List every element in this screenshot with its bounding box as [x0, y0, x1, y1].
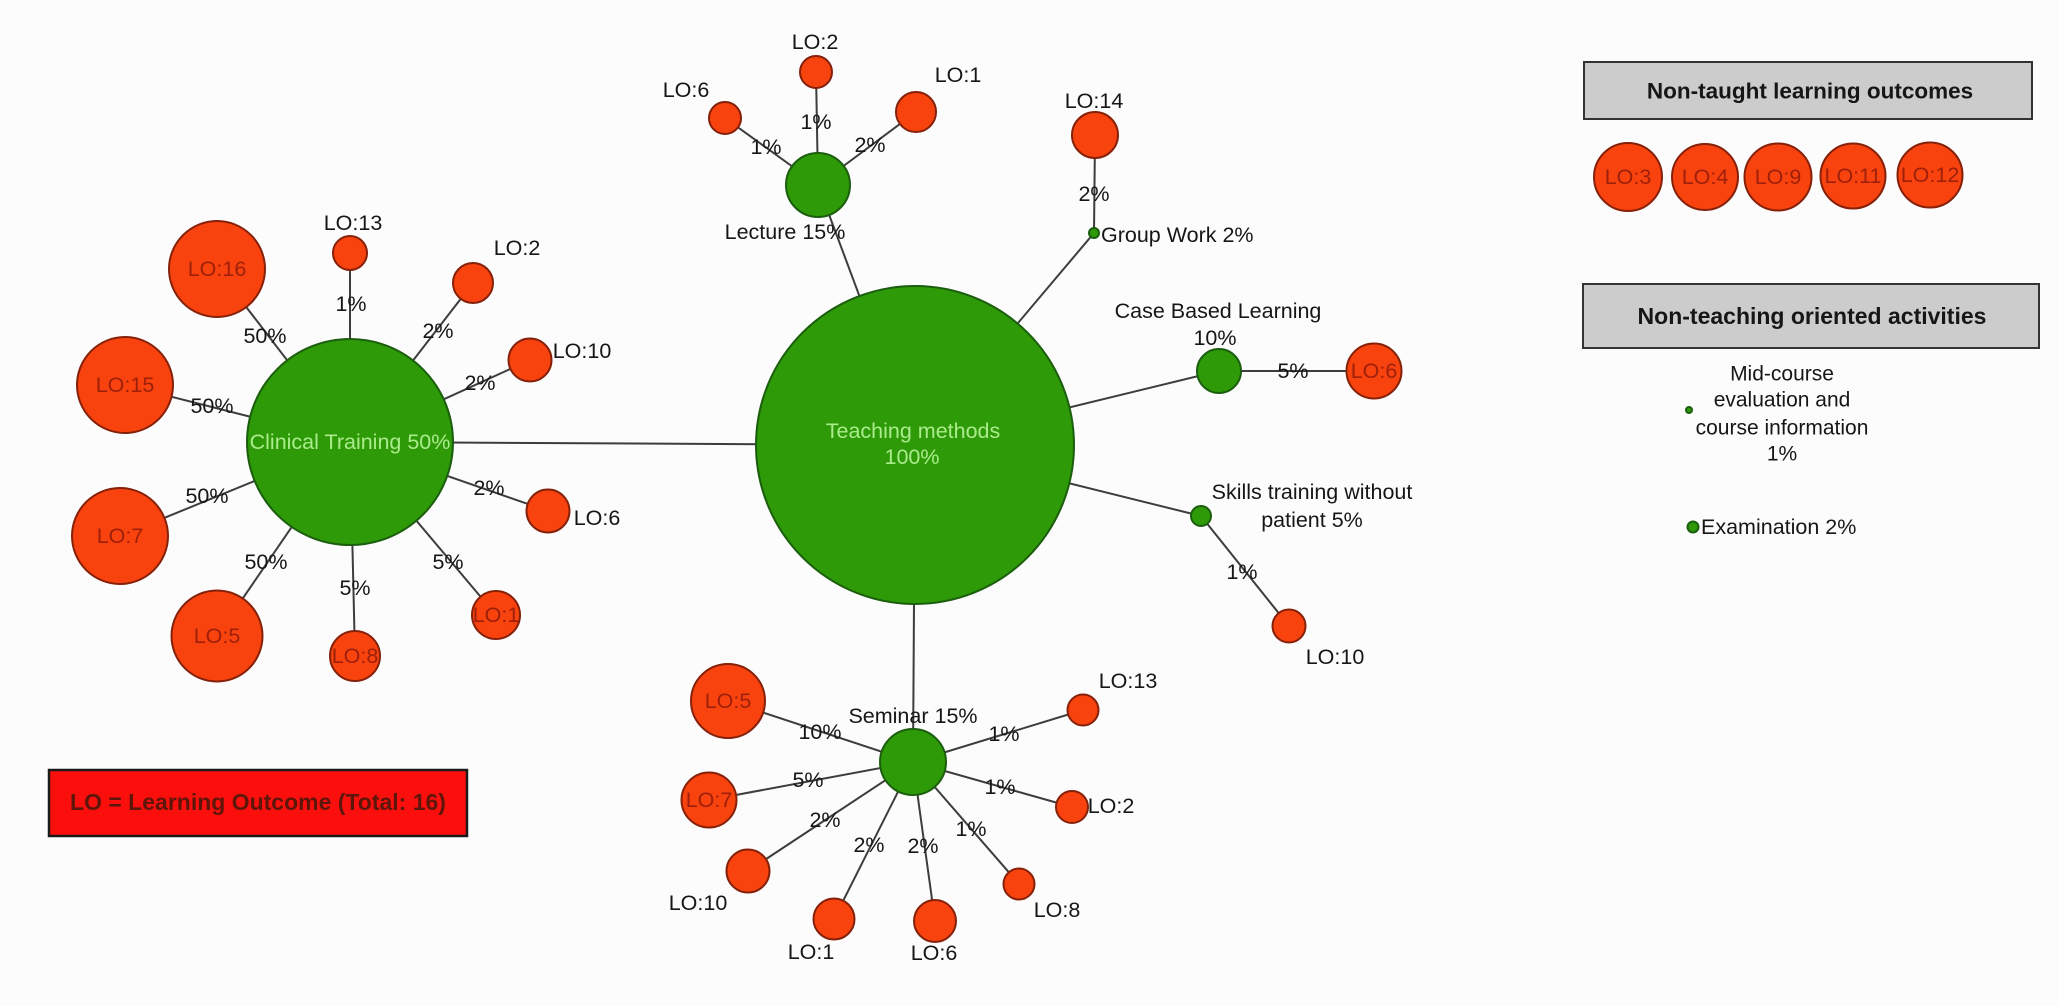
- svg-text:LO:10: LO:10: [1306, 645, 1365, 669]
- svg-text:50%: 50%: [243, 324, 286, 348]
- svg-text:LO:4: LO:4: [1682, 165, 1729, 189]
- svg-text:2%: 2%: [854, 133, 885, 157]
- svg-text:2%: 2%: [422, 319, 453, 343]
- svg-text:course information: course information: [1696, 417, 1869, 440]
- svg-text:LO:2: LO:2: [1088, 794, 1135, 818]
- svg-text:Lecture 15%: Lecture 15%: [725, 220, 846, 244]
- svg-text:patient 5%: patient 5%: [1261, 508, 1363, 532]
- svg-text:LO:16: LO:16: [188, 257, 247, 281]
- svg-text:LO:13: LO:13: [1099, 669, 1158, 693]
- svg-text:LO:7: LO:7: [686, 788, 733, 812]
- svg-text:LO:7: LO:7: [97, 524, 144, 548]
- svg-text:100%: 100%: [885, 445, 940, 469]
- svg-text:2%: 2%: [809, 808, 840, 832]
- svg-text:2%: 2%: [1078, 182, 1109, 206]
- svg-text:Seminar 15%: Seminar 15%: [848, 704, 977, 728]
- svg-text:5%: 5%: [432, 550, 463, 574]
- svg-text:Clinical Training 50%: Clinical Training 50%: [250, 430, 451, 454]
- svg-text:50%: 50%: [190, 394, 233, 418]
- svg-text:Skills training without: Skills training without: [1212, 480, 1413, 504]
- svg-text:LO:5: LO:5: [705, 689, 752, 713]
- svg-text:Case Based Learning: Case Based Learning: [1115, 299, 1322, 323]
- svg-text:10%: 10%: [798, 720, 841, 744]
- svg-text:LO:10: LO:10: [669, 891, 728, 915]
- svg-text:LO:1: LO:1: [788, 940, 835, 964]
- svg-text:LO:10: LO:10: [553, 339, 612, 363]
- svg-text:5%: 5%: [339, 576, 370, 600]
- svg-text:Group Work 2%: Group Work 2%: [1101, 223, 1254, 247]
- svg-text:2%: 2%: [464, 371, 495, 395]
- svg-text:1%: 1%: [984, 775, 1015, 799]
- svg-text:LO:6: LO:6: [911, 941, 958, 965]
- svg-text:Examination 2%: Examination 2%: [1701, 515, 1856, 539]
- svg-text:1%: 1%: [1226, 560, 1257, 584]
- svg-text:LO:5: LO:5: [194, 624, 241, 648]
- svg-text:LO:9: LO:9: [1755, 165, 1802, 189]
- svg-text:1%: 1%: [988, 722, 1019, 746]
- svg-text:1%: 1%: [335, 292, 366, 316]
- svg-text:50%: 50%: [244, 550, 287, 574]
- svg-text:LO:1: LO:1: [935, 63, 982, 87]
- svg-text:50%: 50%: [185, 484, 228, 508]
- svg-text:Teaching methods: Teaching methods: [826, 419, 1001, 443]
- svg-text:Non-teaching oriented activiti: Non-teaching oriented activities: [1638, 303, 1987, 329]
- svg-text:5%: 5%: [792, 768, 823, 792]
- svg-text:LO:6: LO:6: [663, 78, 710, 102]
- svg-text:LO:8: LO:8: [332, 644, 379, 668]
- svg-text:2%: 2%: [853, 833, 884, 857]
- svg-text:LO:14: LO:14: [1065, 89, 1124, 113]
- svg-text:LO:2: LO:2: [494, 236, 541, 260]
- svg-text:Non-taught learning outcomes: Non-taught learning outcomes: [1647, 79, 1973, 104]
- svg-text:LO:1: LO:1: [473, 603, 520, 627]
- svg-text:LO:3: LO:3: [1605, 165, 1652, 189]
- svg-text:1%: 1%: [750, 135, 781, 159]
- svg-text:1%: 1%: [800, 110, 831, 134]
- svg-text:LO:6: LO:6: [1351, 359, 1398, 383]
- svg-text:5%: 5%: [1277, 359, 1308, 383]
- svg-text:LO:11: LO:11: [1825, 164, 1882, 188]
- svg-text:LO:8: LO:8: [1034, 898, 1081, 922]
- svg-text:LO = Learning Outcome (Total:: LO = Learning Outcome (Total: 16): [70, 789, 446, 815]
- svg-text:2%: 2%: [907, 834, 938, 858]
- svg-text:LO:2: LO:2: [792, 30, 839, 54]
- svg-text:LO:13: LO:13: [324, 211, 383, 235]
- svg-text:evaluation and: evaluation and: [1714, 389, 1851, 412]
- svg-text:Mid-course: Mid-course: [1730, 363, 1834, 386]
- svg-text:10%: 10%: [1193, 326, 1236, 350]
- svg-text:1%: 1%: [955, 817, 986, 841]
- svg-text:LO:12: LO:12: [1901, 163, 1960, 187]
- svg-text:1%: 1%: [1767, 443, 1797, 466]
- svg-text:2%: 2%: [473, 476, 504, 500]
- svg-text:LO:15: LO:15: [96, 373, 155, 397]
- svg-text:LO:6: LO:6: [574, 506, 621, 530]
